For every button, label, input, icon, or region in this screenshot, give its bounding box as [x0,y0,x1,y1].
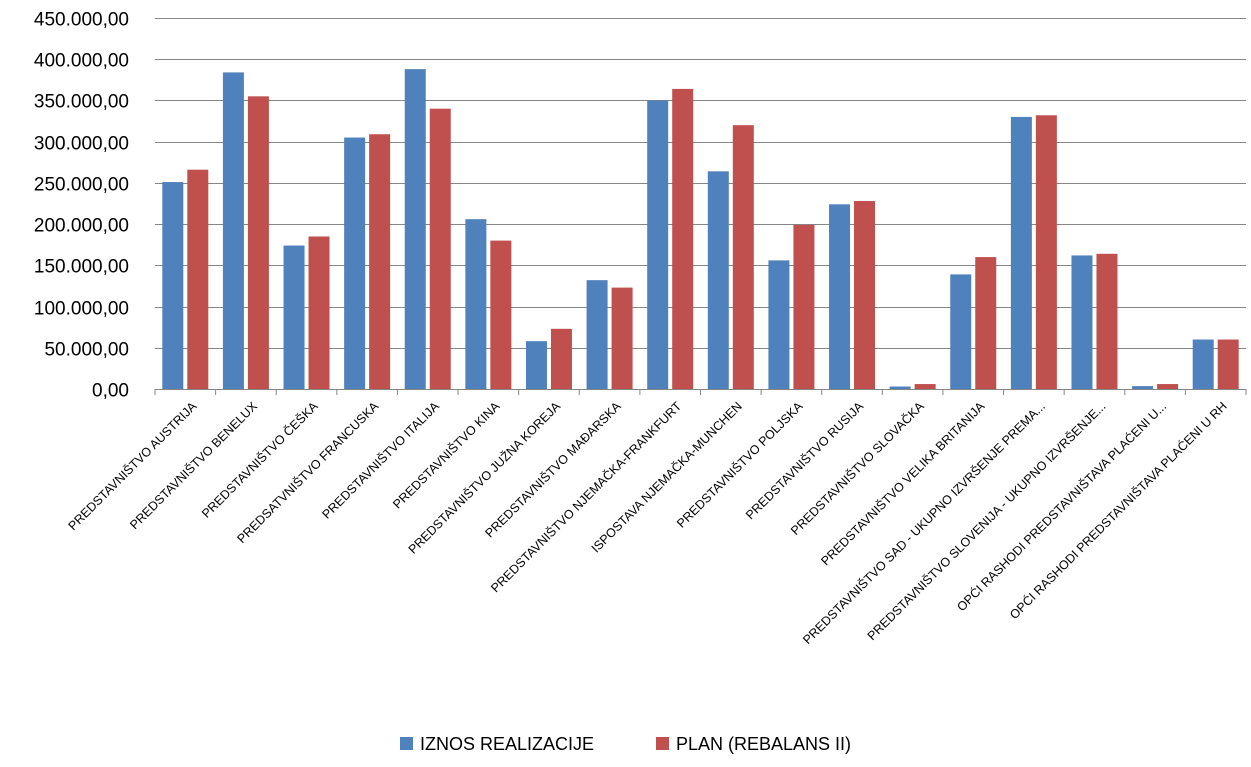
bar-realizacija [586,280,608,389]
bar-realizacija [889,386,911,389]
x-category-label: PREDSTAVNIŠTVO MAĐARSKA [482,398,624,540]
bar-plan [914,384,936,389]
y-axis-tick-labels: 0,00 50.000,00 100.000,00 150.000,00 200.000… [34,10,129,402]
bar-plan [1035,115,1057,389]
bar-plan [187,169,209,389]
bar-realizacija [222,72,244,389]
x-category-label: PREDSTAVNIŠTVO SLOVAČKA [787,398,927,538]
y-tick-label: 300.000,00 [34,134,129,155]
bar-realizacija [707,171,729,389]
y-tick-label: 350.000,00 [34,92,129,113]
bar-realizacija [1132,386,1154,389]
x-category-label: PREDSTAVNIŠTVO AUSTRIJA [65,398,200,533]
bar-plan [1157,384,1179,389]
bar-plan [369,134,391,389]
bar-realizacija [525,341,547,389]
x-category-label: PREDSTAVNIŠTVO RUSIJA [742,398,866,522]
bar-plan [429,108,451,389]
legend-swatch [400,737,413,750]
x-category-label: PREDSTAVNIŠTVO ČEŠKA [198,398,321,521]
y-tick-label: 400.000,00 [34,51,129,72]
bar-plan [1096,253,1118,389]
gridlines [155,18,1246,349]
legend: IZNOS REALIZACIJE PLAN (REBALANS II) [400,734,851,754]
bar-plan [550,328,572,389]
bar-plan [490,240,512,389]
bar-realizacija [1192,339,1214,389]
y-tick-label: 250.000,00 [34,175,129,196]
bar-realizacija [162,182,184,389]
x-category-label: PREDSTAVNIŠTVO SLOVENIJA - UKUPNO IZVRŠE… [864,399,1109,644]
bar-realizacija [1010,116,1032,389]
bar-realizacija [829,204,851,389]
legend-swatch [656,737,669,750]
bar-plan [854,201,876,389]
bar-plan [247,96,269,390]
bar-plan [611,287,633,389]
bar-plan [975,257,997,389]
bar-plan [672,88,694,389]
bar-plan [732,125,754,389]
x-category-label: PREDSTAVNIŠTVO KINA [390,398,503,511]
bar-plan [1217,339,1239,389]
bar-plan [308,236,330,389]
y-tick-label: 100.000,00 [34,299,129,320]
bar-realizacija [283,245,305,389]
legend-label: IZNOS REALIZACIJE [420,734,594,754]
bar-realizacija [647,100,669,389]
legend-label: PLAN (REBALANS II) [676,734,851,754]
bar-realizacija [1071,255,1093,389]
x-category-label: OPĆI RASHODI PREDSTAVNIŠTAVA PLAĆENI U R… [1006,399,1229,622]
bar-plan [793,224,815,389]
x-category-label: OPĆI RASHODI PREDSTAVNIŠTAVA PLAĆENI U..… [954,399,1170,615]
bars [162,69,1239,390]
bar-realizacija [768,260,790,389]
x-category-label: PREDSTAVNIŠTVO ITALIJA [319,398,443,522]
bar-realizacija [950,274,972,389]
y-tick-label: 450.000,00 [34,10,129,31]
bar-realizacija [344,137,366,389]
y-tick-label: 200.000,00 [34,216,129,237]
y-tick-label: 0,00 [92,381,129,402]
bar-realizacija [465,219,487,389]
bar-realizacija [404,69,426,390]
y-tick-label: 150.000,00 [34,257,129,278]
x-category-label: PREDSTAVNIŠTVO POLJSKA [673,398,806,531]
x-axis [154,389,1247,395]
x-category-label: PREDSTAVNIŠTVO BENELUX [126,398,260,532]
y-tick-label: 50.000,00 [44,340,129,361]
